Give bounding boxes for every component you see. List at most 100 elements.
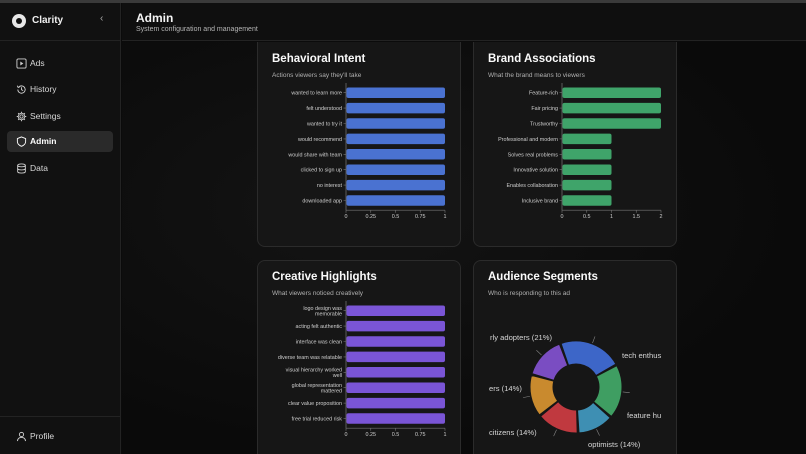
y-tick-label: visual hierarchy worked well [286, 368, 342, 380]
card-title: Brand Associations [488, 53, 596, 65]
card-title: Creative Highlights [272, 271, 377, 283]
bar[interactable] [346, 87, 446, 98]
sidebar-divider [0, 416, 121, 417]
database-icon [17, 163, 26, 174]
x-tick-label: 1 [444, 214, 447, 220]
donut-slice[interactable] [560, 340, 617, 377]
y-tick-label: wanted to try it [306, 122, 343, 128]
shield-icon [16, 136, 27, 147]
main-content[interactable]: Behavioral Intent Actions viewers say th… [122, 42, 806, 454]
x-tick-label: 0 [345, 214, 348, 220]
bar[interactable] [346, 367, 446, 378]
x-tick-label: 0.5 [392, 432, 400, 438]
donut-label: rly adopters (21%) [490, 333, 553, 342]
y-tick-label: would recommend [297, 137, 342, 143]
card-title: Audience Segments [488, 271, 598, 283]
brand-associations-card: Brand Associations What the brand means … [473, 42, 677, 247]
leader-line [596, 429, 600, 436]
sidebar: Clarity ‹ Ads History Settings Admin [0, 3, 121, 454]
sidebar-item-label: Settings [30, 111, 61, 121]
y-tick-label: global representation mattered [292, 383, 342, 395]
bar[interactable] [562, 87, 662, 98]
page-subtitle: System configuration and management [136, 26, 258, 33]
bar[interactable] [346, 195, 446, 206]
donut-label: citizens (14%) [489, 428, 537, 437]
bar[interactable] [346, 397, 446, 409]
bar[interactable] [346, 413, 446, 424]
y-tick-label: Trustworthy [530, 122, 558, 128]
x-tick-label: 0.25 [366, 432, 377, 438]
y-tick-label: interface was clean [296, 340, 342, 346]
leader-line [553, 429, 557, 437]
bar[interactable] [346, 320, 446, 332]
x-tick-label: 0.25 [366, 214, 377, 220]
bar[interactable] [346, 336, 446, 347]
card-title: Behavioral Intent [272, 53, 366, 65]
bar[interactable] [346, 179, 446, 191]
x-tick-label: 0 [345, 432, 348, 438]
bar[interactable] [346, 382, 446, 393]
y-tick-label: clear value proposition [288, 401, 342, 407]
bar[interactable] [562, 195, 612, 206]
y-tick-label: diverse team was relatable [278, 355, 342, 361]
donut-slice[interactable] [531, 343, 569, 381]
card-subtitle: What the brand means to viewers [488, 72, 585, 79]
y-tick-label: Solves real problems [508, 152, 559, 158]
bar[interactable] [346, 102, 446, 114]
audience-segments-card: Audience Segments Who is responding to t… [473, 260, 677, 454]
y-tick-label: no interest [317, 183, 343, 189]
sidebar-item-label: Admin [30, 136, 57, 146]
donut-label: optimists (14%) [588, 440, 641, 449]
bar[interactable] [346, 351, 446, 363]
y-tick-label: logo design was memorable [303, 306, 342, 318]
page-title: Admin [136, 11, 174, 25]
user-icon [17, 431, 26, 442]
y-tick-label: Enables collaboration [506, 183, 558, 189]
behavioral-intent-chart: wanted to learn more felt understood wante… [287, 83, 447, 220]
bar[interactable] [346, 118, 446, 129]
donut-label: feature hu [627, 411, 661, 420]
donut-label: tech enthus [622, 351, 661, 360]
chevron-left-icon[interactable]: ‹ [100, 13, 104, 24]
donut-slice[interactable] [539, 400, 578, 434]
sidebar-item-admin[interactable]: Admin [7, 131, 113, 152]
audience-segments-chart: rly adopters (21%) tech enthus feature hu o… [489, 333, 661, 449]
sidebar-item-profile[interactable]: Profile [7, 427, 113, 447]
play-square-icon [16, 58, 27, 69]
sidebar-item-data[interactable]: Data [7, 158, 113, 179]
bar[interactable] [562, 149, 612, 160]
bar[interactable] [346, 164, 446, 175]
sidebar-item-label: Data [30, 163, 48, 173]
sidebar-item-settings[interactable]: Settings [7, 106, 113, 127]
app-name: Clarity [32, 15, 64, 26]
bar[interactable] [562, 118, 662, 129]
donut-label: ers (14%) [489, 384, 522, 393]
leader-line [622, 391, 630, 394]
creative-highlights-chart: logo design was memorable acting felt auth… [278, 301, 447, 438]
donut-slice[interactable] [592, 365, 623, 418]
x-tick-label: 0 [561, 214, 564, 220]
donut-slice[interactable] [529, 374, 559, 416]
donut-slice[interactable] [576, 401, 611, 434]
card-subtitle: Who is responding to this ad [488, 290, 571, 297]
sidebar-item-label: Ads [30, 58, 45, 68]
bar[interactable] [562, 179, 612, 191]
x-tick-label: 1.5 [633, 214, 641, 220]
y-tick-label: wanted to learn more [290, 91, 342, 97]
x-tick-label: 1 [610, 214, 613, 220]
y-tick-label: Professional and modern [498, 137, 558, 143]
behavioral-intent-card: Behavioral Intent Actions viewers say th… [257, 42, 461, 247]
sidebar-item-history[interactable]: History [7, 79, 113, 100]
leader-line [522, 395, 530, 398]
bar[interactable] [562, 133, 612, 145]
y-tick-label: Innovative solution [513, 168, 558, 174]
x-tick-label: 0.5 [583, 214, 591, 220]
window-top-edge [0, 0, 806, 3]
bar[interactable] [346, 133, 446, 145]
card-subtitle: Actions viewers say they'll take [272, 72, 362, 79]
bar[interactable] [346, 149, 446, 160]
bar[interactable] [562, 102, 662, 114]
sidebar-item-ads[interactable]: Ads [7, 53, 113, 74]
bar[interactable] [562, 164, 612, 175]
bar[interactable] [346, 305, 446, 316]
